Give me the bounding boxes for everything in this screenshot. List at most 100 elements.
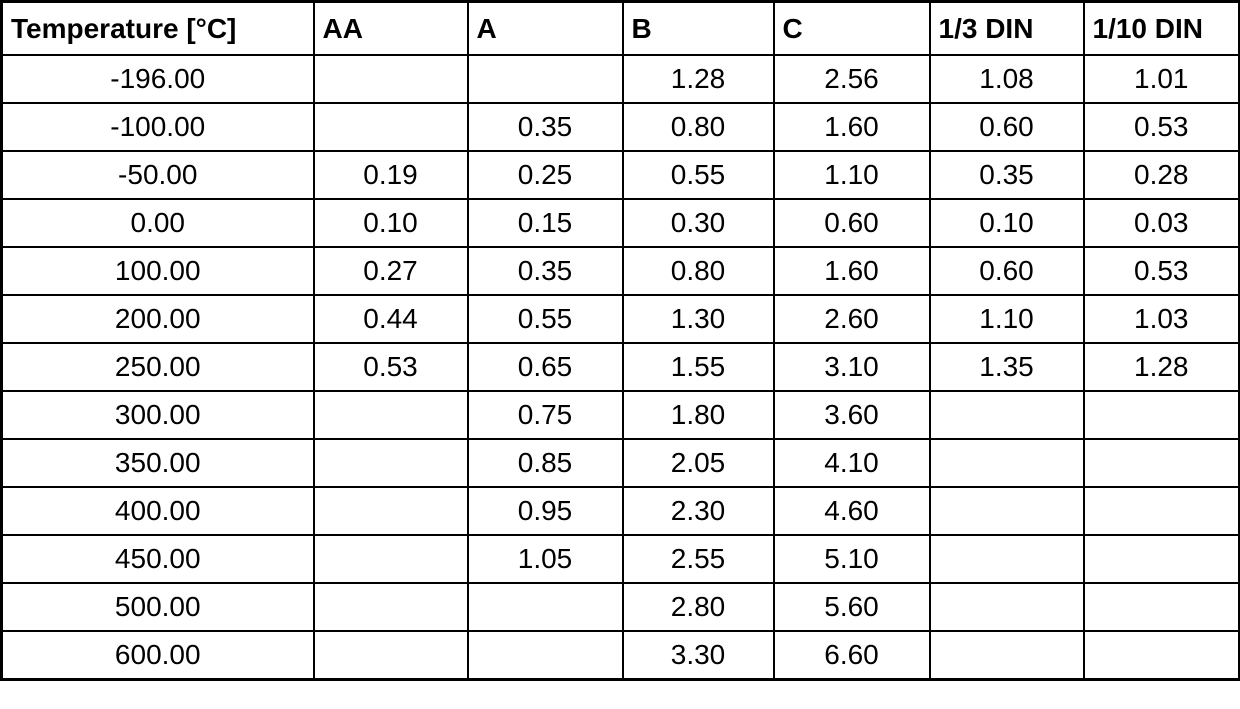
tolerance-value-cell: 0.44 [312,294,469,344]
tolerance-value-cell: 0.15 [466,198,624,248]
temperature-cell: 250.00 [0,342,315,392]
temperature-cell: -50.00 [0,150,315,200]
header-cell-tolerance-class: 1/3 DIN [928,0,1085,56]
tolerance-value-cell [312,486,469,536]
tolerance-value-cell [312,438,469,488]
table-row: -50.00 0.19 0.25 0.55 1.10 0.35 0.28 [0,150,1240,200]
table-row: 350.00 0.85 2.05 4.10 [0,438,1240,488]
tolerance-value-cell: 2.30 [621,486,775,536]
tolerance-value-cell: 0.85 [466,438,624,488]
tolerance-value-cell [312,630,469,681]
tolerance-value-cell: 3.60 [772,390,931,440]
tolerance-value-cell: 4.10 [772,438,931,488]
tolerance-value-cell [466,582,624,632]
tolerance-value-cell: 0.53 [1082,246,1240,296]
tolerance-value-cell: 1.35 [928,342,1085,392]
tolerance-value-cell: 0.65 [466,342,624,392]
temperature-cell: 100.00 [0,246,315,296]
table-row: 450.00 1.05 2.55 5.10 [0,534,1240,584]
tolerance-value-cell: 5.10 [772,534,931,584]
tolerance-value-cell: 0.10 [312,198,469,248]
header-cell-tolerance-class: C [772,0,931,56]
tolerance-value-cell [1082,630,1240,681]
header-row: Temperature [°C] AA A B C 1/3 DIN 1/10 DIN [0,0,1240,56]
tolerance-value-cell: 1.60 [772,246,931,296]
tolerance-value-cell: 1.01 [1082,54,1240,104]
tolerance-value-cell: 0.55 [466,294,624,344]
table-body: -196.00 1.28 2.56 1.08 1.01 -100.00 0.35 0.80 1.… [0,54,1240,681]
tolerance-value-cell: 0.19 [312,150,469,200]
tolerance-value-cell: 3.10 [772,342,931,392]
tolerance-value-cell [312,102,469,152]
tolerance-value-cell: 6.60 [772,630,931,681]
tolerance-value-cell: 1.10 [772,150,931,200]
temperature-cell: 400.00 [0,486,315,536]
tolerance-value-cell: 1.30 [621,294,775,344]
header-cell-temperature: Temperature [°C] [0,0,315,56]
temperature-cell: 300.00 [0,390,315,440]
header-cell-tolerance-class: AA [312,0,469,56]
tolerance-value-cell [1082,582,1240,632]
table-row: 400.00 0.95 2.30 4.60 [0,486,1240,536]
temperature-cell: 200.00 [0,294,315,344]
tolerance-value-cell: 2.80 [621,582,775,632]
tolerance-value-cell [312,390,469,440]
tolerance-value-cell [312,54,469,104]
table-row: 200.00 0.44 0.55 1.30 2.60 1.10 1.03 [0,294,1240,344]
tolerance-value-cell: 0.03 [1082,198,1240,248]
tolerance-value-cell: 0.53 [1082,102,1240,152]
tolerance-value-cell: 0.35 [466,102,624,152]
tolerance-value-cell: 2.56 [772,54,931,104]
temperature-cell: 350.00 [0,438,315,488]
tolerance-value-cell: 0.55 [621,150,775,200]
tolerance-value-cell [928,630,1085,681]
tolerance-value-cell: 0.30 [621,198,775,248]
tolerance-value-cell: 3.30 [621,630,775,681]
temperature-cell: 500.00 [0,582,315,632]
table-row: -196.00 1.28 2.56 1.08 1.01 [0,54,1240,104]
tolerance-value-cell: 0.28 [1082,150,1240,200]
temperature-cell: 600.00 [0,630,315,681]
tolerance-value-cell [312,534,469,584]
table-row: 250.00 0.53 0.65 1.55 3.10 1.35 1.28 [0,342,1240,392]
tolerance-value-cell: 0.95 [466,486,624,536]
tolerance-value-cell: 1.55 [621,342,775,392]
tolerance-value-cell [928,438,1085,488]
header-cell-tolerance-class: B [621,0,775,56]
table-row: 100.00 0.27 0.35 0.80 1.60 0.60 0.53 [0,246,1240,296]
tolerance-class-table: Temperature [°C] AA A B C 1/3 DIN 1/10 DIN -19… [0,0,1240,681]
tolerance-value-cell [1082,534,1240,584]
tolerance-value-cell: 0.25 [466,150,624,200]
temperature-cell: -100.00 [0,102,315,152]
tolerance-value-cell: 2.55 [621,534,775,584]
tolerance-value-cell [1082,390,1240,440]
table-row: 300.00 0.75 1.80 3.60 [0,390,1240,440]
tolerance-value-cell: 0.10 [928,198,1085,248]
tolerance-value-cell [1082,438,1240,488]
tolerance-value-cell [928,582,1085,632]
tolerance-value-cell: 0.60 [772,198,931,248]
temperature-cell: -196.00 [0,54,315,104]
tolerance-value-cell: 1.80 [621,390,775,440]
tolerance-value-cell: 1.28 [1082,342,1240,392]
tolerance-value-cell: 0.80 [621,102,775,152]
tolerance-value-cell: 5.60 [772,582,931,632]
tolerance-value-cell: 1.08 [928,54,1085,104]
tolerance-value-cell: 1.10 [928,294,1085,344]
tolerance-value-cell: 0.75 [466,390,624,440]
table-row: 500.00 2.80 5.60 [0,582,1240,632]
tolerance-value-cell [466,54,624,104]
tolerance-value-cell: 0.80 [621,246,775,296]
tolerance-value-cell: 0.60 [928,246,1085,296]
header-cell-tolerance-class: 1/10 DIN [1082,0,1240,56]
table-row: 0.00 0.10 0.15 0.30 0.60 0.10 0.03 [0,198,1240,248]
tolerance-value-cell [312,582,469,632]
temperature-cell: 0.00 [0,198,315,248]
tolerance-value-cell: 4.60 [772,486,931,536]
tolerance-value-cell: 2.05 [621,438,775,488]
table-row: 600.00 3.30 6.60 [0,630,1240,681]
table-row: -100.00 0.35 0.80 1.60 0.60 0.53 [0,102,1240,152]
tolerance-value-cell [928,390,1085,440]
tolerance-value-cell: 1.28 [621,54,775,104]
